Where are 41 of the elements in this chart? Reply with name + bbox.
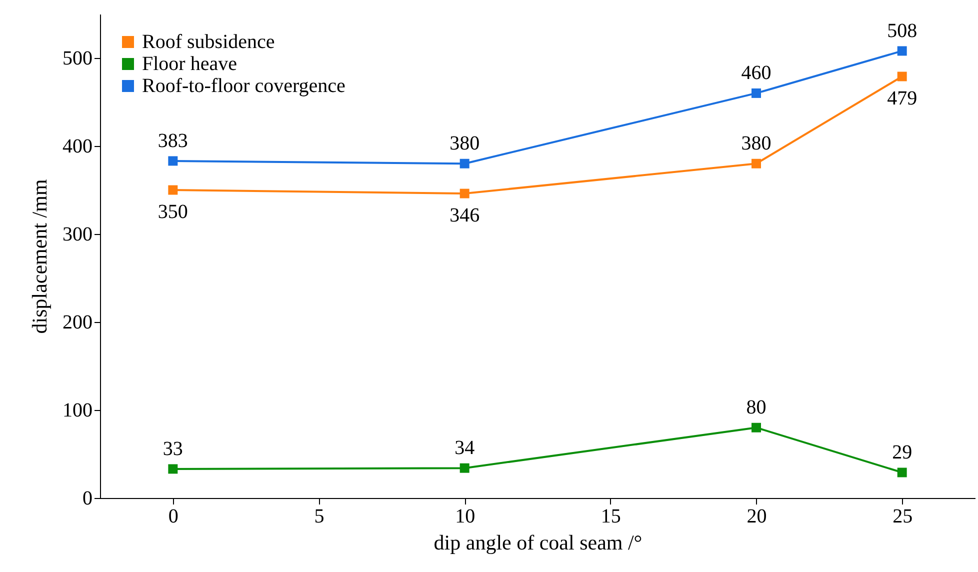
data-label: 33 [162, 438, 183, 460]
point [897, 72, 907, 82]
data-label: 380 [741, 132, 772, 155]
x-tick-label: 10 [455, 506, 476, 528]
data-label: 380 [450, 132, 480, 155]
point [897, 46, 907, 56]
x-axis-title: dip angle of coal seam /° [434, 530, 642, 554]
x-tick-label: 5 [314, 506, 324, 528]
data-label: 346 [450, 204, 480, 227]
data-label: 460 [741, 62, 772, 84]
legend-label: Floor heave [142, 53, 238, 75]
y-tick-label: 500 [62, 48, 92, 70]
point [752, 158, 761, 168]
data-label: 479 [887, 87, 918, 110]
y-axis-title: displacement /mm [28, 179, 52, 334]
x-tick-label: 20 [746, 506, 767, 528]
point [460, 188, 470, 198]
legend-label: Roof-to-floor covergence [142, 75, 346, 97]
point [168, 185, 178, 195]
x-tick-label: 25 [892, 506, 913, 528]
legend-label: Roof subsidence [142, 31, 275, 53]
point [168, 464, 178, 474]
point [897, 468, 907, 478]
y-tick-label: 300 [62, 224, 92, 246]
point [460, 463, 470, 473]
y-tick-label: 400 [62, 136, 92, 158]
point [752, 422, 761, 432]
y-tick-label: 100 [62, 400, 92, 422]
data-label: 508 [887, 20, 918, 42]
x-tick-label: 0 [168, 506, 178, 528]
x-tick-label: 15 [600, 506, 621, 528]
point [460, 158, 470, 168]
y-tick-label: 200 [62, 312, 92, 334]
data-label: 34 [454, 437, 475, 460]
data-label: 80 [746, 396, 766, 419]
point [752, 88, 761, 98]
data-label: 383 [158, 130, 188, 152]
y-tick-label: 0 [82, 488, 92, 510]
data-label: 29 [892, 441, 912, 464]
point [168, 156, 178, 166]
data-label: 350 [158, 201, 188, 223]
